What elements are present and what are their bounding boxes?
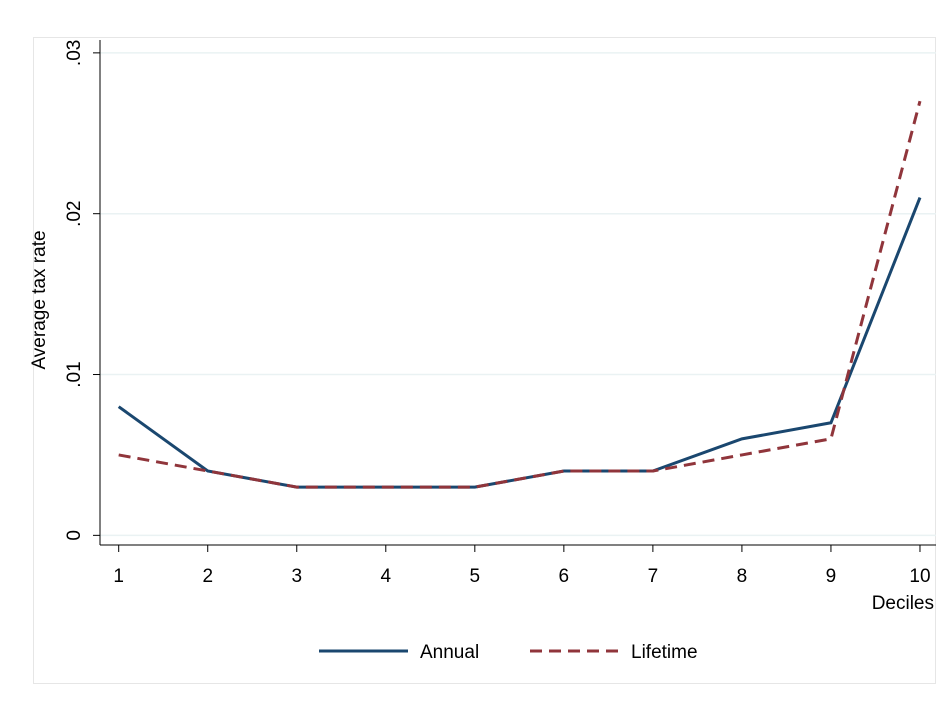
x-tick-label: 4 — [381, 566, 392, 587]
x-tick-label: 5 — [470, 566, 481, 587]
x-tick-label: 3 — [291, 566, 302, 587]
y-tick-label: .02 — [64, 200, 85, 226]
y-tick-label: 0 — [64, 530, 85, 541]
y-tick-label: .01 — [64, 361, 85, 387]
series-line — [118, 100, 922, 489]
x-tick-label: 1 — [113, 566, 124, 587]
x-tick-label: 7 — [648, 566, 659, 587]
legend-label: Annual — [420, 642, 479, 663]
x-axis-title: Deciles — [872, 593, 934, 614]
x-tick-label: 2 — [202, 566, 213, 587]
x-tick-label: 6 — [559, 566, 570, 587]
x-tick-label: 9 — [826, 566, 837, 587]
y-axis-title: Average tax rate — [29, 230, 50, 369]
x-tick-label: 8 — [737, 566, 748, 587]
x-tick-label: 10 — [909, 566, 930, 587]
legend-label: Lifetime — [631, 642, 698, 663]
plot-region-frame — [33, 37, 936, 684]
y-tick-label: .03 — [64, 40, 85, 66]
